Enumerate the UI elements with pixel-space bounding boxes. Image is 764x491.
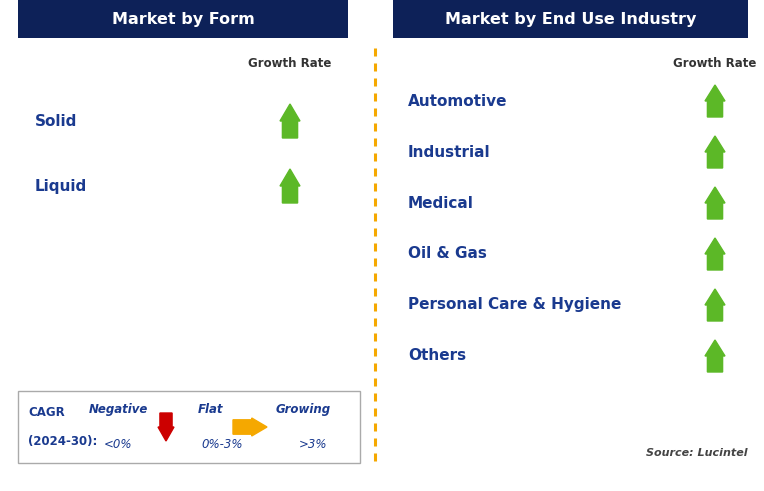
Text: Others: Others [408,349,466,363]
Text: Market by Form: Market by Form [112,11,254,27]
Polygon shape [280,169,300,203]
Text: <0%: <0% [104,438,132,451]
Text: Personal Care & Hygiene: Personal Care & Hygiene [408,298,621,312]
Text: (2024-30):: (2024-30): [28,435,97,448]
Text: Automotive: Automotive [408,93,507,109]
Text: Solid: Solid [35,113,77,129]
FancyBboxPatch shape [18,0,348,38]
Text: Oil & Gas: Oil & Gas [408,246,487,262]
Text: Growth Rate: Growth Rate [673,56,756,70]
Polygon shape [233,418,267,436]
Polygon shape [280,104,300,138]
Text: 0%-3%: 0%-3% [201,438,243,451]
Polygon shape [705,85,725,117]
Polygon shape [705,187,725,219]
Text: Source: Lucintel: Source: Lucintel [646,448,748,458]
Text: Market by End Use Industry: Market by End Use Industry [445,11,696,27]
FancyBboxPatch shape [18,391,360,463]
FancyBboxPatch shape [393,0,748,38]
Text: Liquid: Liquid [35,179,87,193]
Text: Negative: Negative [89,403,147,416]
Text: Growth Rate: Growth Rate [248,56,332,70]
Text: >3%: >3% [299,438,327,451]
Text: Growing: Growing [276,403,331,416]
Text: Flat: Flat [197,403,223,416]
Text: Medical: Medical [408,195,474,211]
Polygon shape [705,340,725,372]
Polygon shape [705,136,725,168]
Polygon shape [335,413,351,441]
Polygon shape [158,413,174,441]
Text: CAGR: CAGR [28,406,65,419]
Polygon shape [705,238,725,270]
Text: Industrial: Industrial [408,144,490,160]
Polygon shape [705,289,725,321]
